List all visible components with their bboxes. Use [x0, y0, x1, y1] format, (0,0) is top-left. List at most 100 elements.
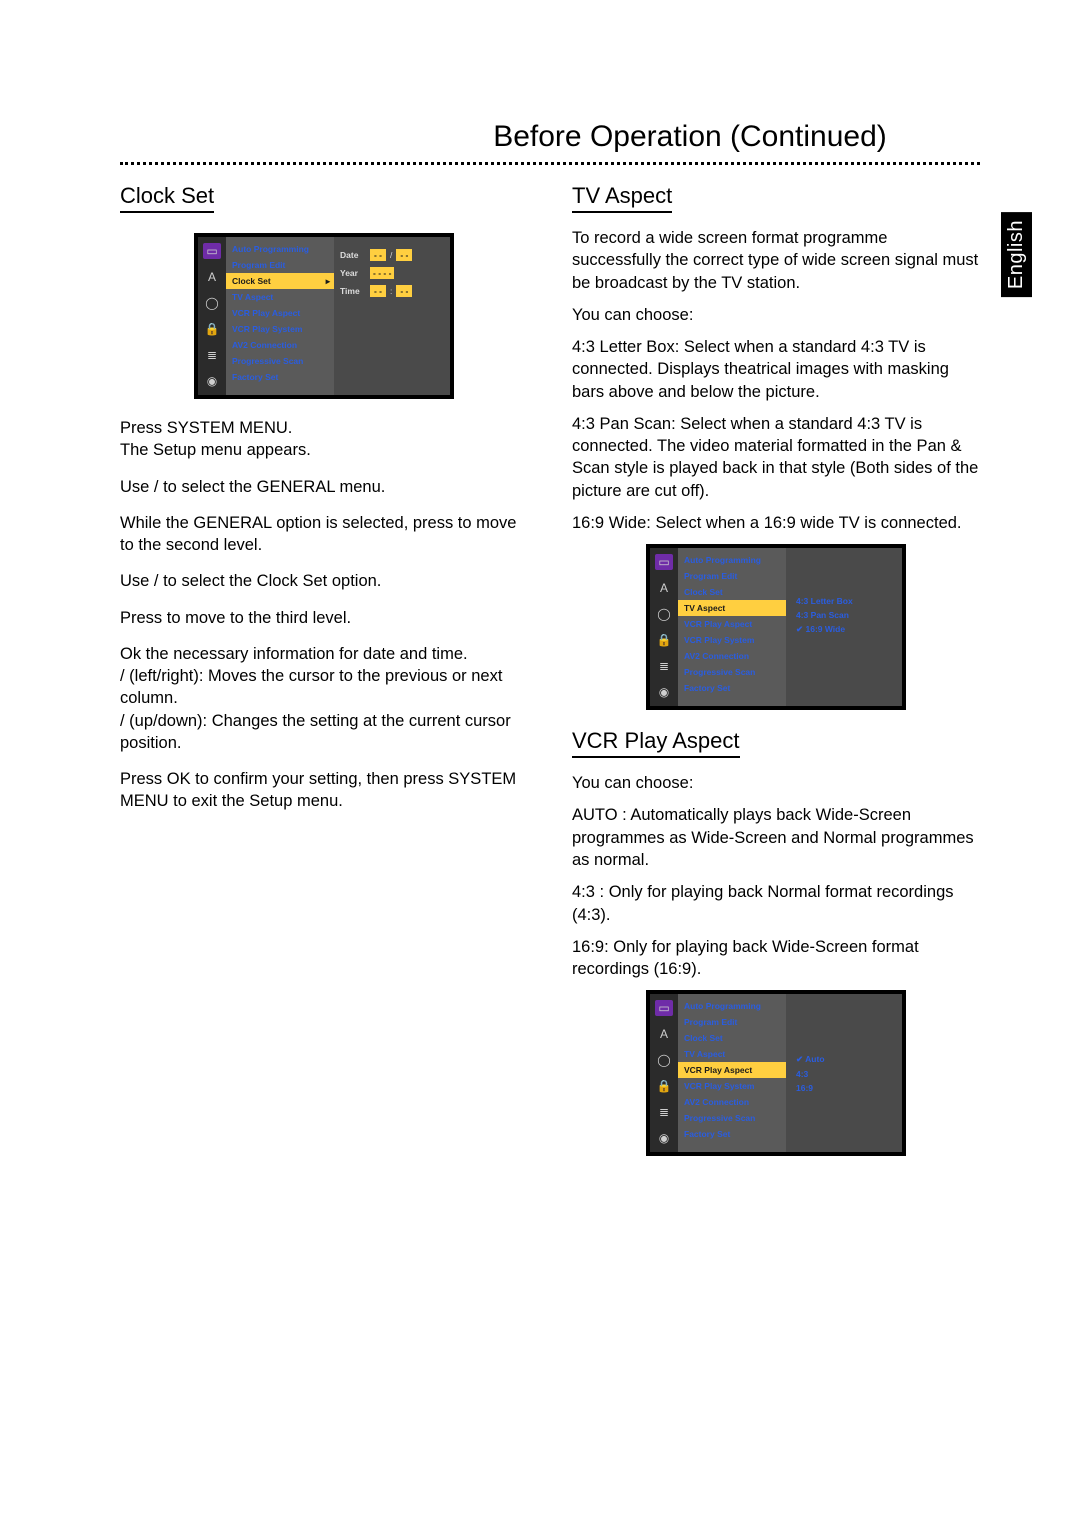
date-label: Date [340, 250, 366, 260]
page-container: Before Operation (Continued) Clock Set ▭… [0, 0, 1080, 1234]
page-title: Before Operation (Continued) [120, 120, 980, 154]
osd-right-panel: Auto 4:3 16:9 [786, 994, 902, 1152]
osd-option-checked: Auto [792, 1052, 896, 1067]
osd-item: VCR Play System [678, 632, 786, 648]
lock-icon: 🔒 [203, 321, 221, 337]
osd-menu-list: Auto Programming Program Edit Clock Set … [678, 548, 786, 706]
osd-item: AV2 Connection [678, 1094, 786, 1110]
year-label: Year [340, 268, 366, 278]
osd-item: Auto Programming [678, 998, 786, 1014]
body-text: To record a wide screen format programme… [572, 227, 980, 294]
osd-tab-strip: ▭ A ◯ 🔒 ≣ ◉ [650, 548, 678, 706]
time-sep: : [390, 286, 392, 296]
osd-menu: Auto Programming Program Edit Clock Set … [226, 237, 450, 395]
step-text: Use / to select the Clock Set option. [120, 570, 528, 592]
osd-right-panel: 4:3 Letter Box 4:3 Pan Scan 16:9 Wide [786, 548, 902, 706]
osd-item: Clock Set [678, 584, 786, 600]
body-text: 4:3 : Only for playing back Normal forma… [572, 881, 980, 926]
osd-item: VCR Play System [678, 1078, 786, 1094]
language-side-tab: English [1001, 212, 1032, 297]
dotted-divider [120, 162, 980, 165]
body-text: 16:9 Wide: Select when a 16:9 wide TV is… [572, 512, 980, 534]
osd-item: VCR Play Aspect [226, 305, 334, 321]
date-value: - - [370, 249, 386, 261]
bars-icon: ≣ [203, 347, 221, 363]
osd-item: VCR Play System [226, 321, 334, 337]
osd-item: Progressive Scan [678, 1110, 786, 1126]
osd-item: TV Aspect [226, 289, 334, 305]
step-text: / (up/down): Changes the setting at the … [120, 710, 528, 755]
time-value: - - [370, 285, 386, 297]
osd-item: Program Edit [678, 568, 786, 584]
osd-menu: Auto Programming Program Edit Clock Set … [678, 548, 902, 706]
osd-menu-list: Auto Programming Program Edit Clock Set … [226, 237, 334, 395]
step-text: Use / to select the GENERAL menu. [120, 476, 528, 498]
osd-item: Auto Programming [678, 552, 786, 568]
letter-a-icon: A [655, 1026, 673, 1042]
body-text: 4:3 Letter Box: Select when a standard 4… [572, 336, 980, 403]
date-sep: / [390, 250, 392, 260]
section-heading-clock-set: Clock Set [120, 183, 214, 213]
osd-item: Factory Set [678, 1126, 786, 1142]
circle-icon: ◯ [655, 606, 673, 622]
osd-option: 16:9 [792, 1081, 896, 1095]
year-field: Year - - - - [340, 267, 444, 279]
left-column: Clock Set ▭ A ◯ 🔒 ≣ ◉ Auto Programming P… [120, 183, 528, 1174]
osd-vcr-play-aspect: ▭ A ◯ 🔒 ≣ ◉ Auto Programming Program Edi… [646, 990, 906, 1156]
step-text: Ok the necessary information for date an… [120, 643, 528, 665]
step-text: While the GENERAL option is selected, pr… [120, 512, 528, 557]
osd-item: AV2 Connection [678, 648, 786, 664]
osd-item-selected: Clock Set [226, 273, 334, 289]
body-text: You can choose: [572, 304, 980, 326]
osd-menu: Auto Programming Program Edit Clock Set … [678, 994, 902, 1152]
osd-item: Progressive Scan [226, 353, 334, 369]
circle-icon: ◯ [655, 1052, 673, 1068]
osd-item: Auto Programming [226, 241, 334, 257]
section-heading-tv-aspect: TV Aspect [572, 183, 672, 213]
osd-option: 4:3 Letter Box [792, 594, 896, 608]
step-text: / (left/right): Moves the cursor to the … [120, 665, 528, 710]
time-value-2: - - [396, 285, 412, 297]
tv-icon: ▭ [203, 243, 221, 259]
circle-icon: ◯ [203, 295, 221, 311]
lock-icon: 🔒 [655, 1078, 673, 1094]
osd-tab-strip: ▭ A ◯ 🔒 ≣ ◉ [198, 237, 226, 395]
bars-icon: ≣ [655, 658, 673, 674]
osd-option: 4:3 [792, 1067, 896, 1081]
date-value-2: - - [396, 249, 412, 261]
osd-menu-list: Auto Programming Program Edit Clock Set … [678, 994, 786, 1152]
body-text: 4:3 Pan Scan: Select when a standard 4:3… [572, 413, 980, 502]
step-text: The Setup menu appears. [120, 439, 528, 461]
body-text: You can choose: [572, 772, 980, 794]
osd-clock-set: ▭ A ◯ 🔒 ≣ ◉ Auto Programming Program Edi… [194, 233, 454, 399]
osd-item: Progressive Scan [678, 664, 786, 680]
osd-item-selected: TV Aspect [678, 600, 786, 616]
osd-right-panel: Date - - / - - Year - - - - Time - - [334, 237, 450, 395]
section-heading-vcr-play-aspect: VCR Play Aspect [572, 728, 740, 758]
osd-item: TV Aspect [678, 1046, 786, 1062]
osd-item-selected: VCR Play Aspect [678, 1062, 786, 1078]
osd-item: Clock Set [678, 1030, 786, 1046]
tv-icon: ▭ [655, 1000, 673, 1016]
osd-item: Factory Set [226, 369, 334, 385]
steps-list: Press SYSTEM MENU. The Setup menu appear… [120, 417, 528, 813]
disc-icon: ◉ [655, 684, 673, 700]
osd-item: Factory Set [678, 680, 786, 696]
step-text: Press OK to confirm your setting, then p… [120, 768, 528, 813]
body-text: 16:9: Only for playing back Wide-Screen … [572, 936, 980, 981]
osd-item: Program Edit [226, 257, 334, 273]
time-label: Time [340, 286, 366, 296]
step-text: Press SYSTEM MENU. [120, 417, 528, 439]
disc-icon: ◉ [655, 1130, 673, 1146]
osd-item: VCR Play Aspect [678, 616, 786, 632]
two-column-layout: Clock Set ▭ A ◯ 🔒 ≣ ◉ Auto Programming P… [120, 183, 980, 1174]
osd-tab-strip: ▭ A ◯ 🔒 ≣ ◉ [650, 994, 678, 1152]
tv-icon: ▭ [655, 554, 673, 570]
bars-icon: ≣ [655, 1104, 673, 1120]
letter-a-icon: A [203, 269, 221, 285]
date-field: Date - - / - - [340, 249, 444, 261]
disc-icon: ◉ [203, 373, 221, 389]
lock-icon: 🔒 [655, 632, 673, 648]
body-text: AUTO : Automatically plays back Wide-Scr… [572, 804, 980, 871]
osd-item: Program Edit [678, 1014, 786, 1030]
